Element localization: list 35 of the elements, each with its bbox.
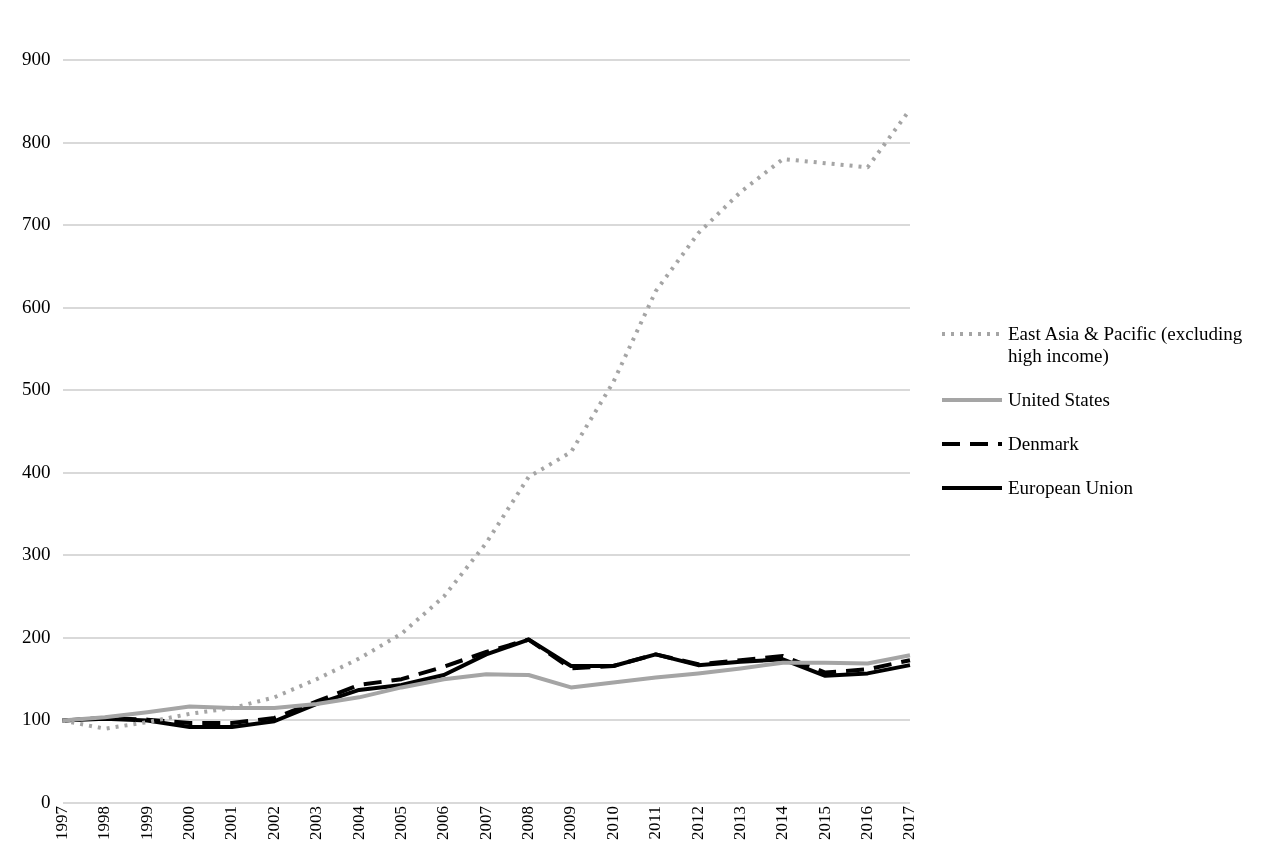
x-tick-label: 2011: [645, 806, 665, 840]
x-tick-label: 2008: [518, 806, 538, 840]
y-tick-label: 700: [22, 213, 51, 235]
x-tick-label: 2000: [179, 806, 199, 840]
x-tick-label: 2014: [772, 805, 792, 840]
x-tick-label: 2003: [306, 806, 326, 840]
x-tick-label: 2001: [221, 806, 241, 840]
x-tick-label: 2006: [433, 806, 453, 840]
x-tick-label: 2010: [602, 806, 622, 840]
y-tick-label: 600: [22, 295, 51, 317]
x-tick-label: 1999: [136, 806, 156, 840]
x-tick-label: 2007: [475, 805, 495, 840]
legend-label: European Union: [1008, 476, 1134, 499]
y-tick-label: 500: [22, 378, 51, 400]
x-tick-label: 2009: [560, 806, 580, 840]
y-tick-label: 300: [22, 543, 51, 565]
x-tick-label: 2002: [263, 806, 283, 840]
y-tick-label: 100: [22, 708, 51, 730]
x-tick-label: 2013: [729, 806, 749, 840]
y-tick-label: 400: [22, 460, 51, 482]
y-tick-label: 800: [22, 130, 51, 152]
x-tick-label: 1997: [51, 805, 71, 840]
y-tick-label: 900: [22, 47, 51, 69]
y-tick-label: 200: [22, 625, 51, 647]
x-tick-label: 2017: [899, 805, 919, 840]
legend-label: United States: [1008, 388, 1110, 411]
x-tick-label: 2005: [390, 806, 410, 840]
x-tick-label: 2016: [857, 806, 877, 840]
legend-label: East Asia & Pacific (excluding high income): [1008, 322, 1244, 367]
x-tick-label: 2012: [687, 806, 707, 840]
x-tick-label: 2004: [348, 805, 368, 840]
y-tick-label: 0: [41, 790, 51, 812]
x-tick-label: 1998: [94, 806, 114, 840]
legend-label: Denmark: [1008, 432, 1079, 455]
x-tick-label: 2015: [814, 806, 834, 840]
